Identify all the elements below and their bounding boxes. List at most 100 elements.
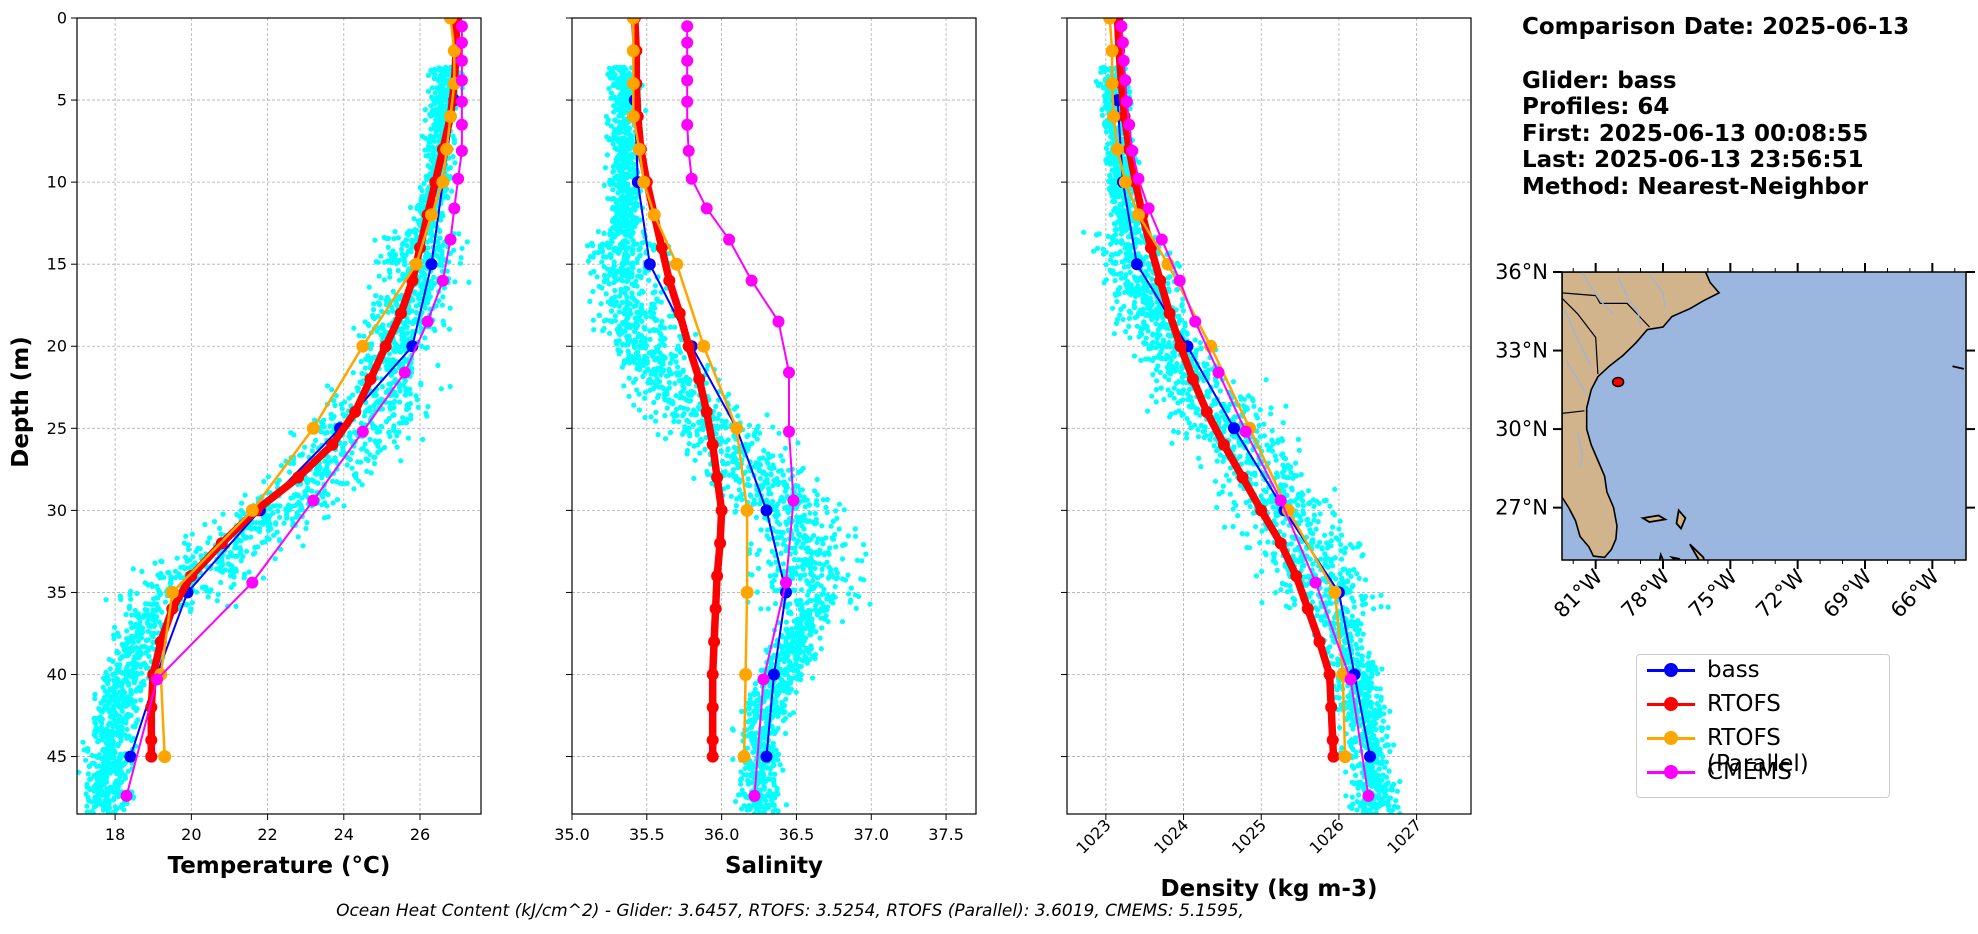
scatter-point (107, 686, 113, 692)
scatter-point (812, 521, 818, 527)
scatter-point (757, 475, 763, 482)
scatter-point (846, 591, 852, 597)
scatter-point (402, 262, 408, 268)
scatter-point (436, 244, 442, 250)
scatter-point (622, 328, 628, 334)
scatter-point (106, 722, 112, 728)
scatter-point (458, 255, 464, 261)
scatter-point (140, 614, 146, 620)
scatter-point (601, 272, 608, 278)
scatter-point (373, 259, 379, 265)
scatter-point (270, 510, 276, 516)
scatter-point (91, 804, 97, 810)
scatter-point (131, 704, 137, 710)
scatter-point (630, 230, 636, 236)
scatter-point (658, 337, 664, 343)
scatter-point (664, 405, 670, 411)
scatter-point (199, 584, 205, 590)
scatter-point (642, 310, 648, 316)
scatter-point (378, 295, 384, 301)
scatter-point (410, 320, 416, 326)
scatter-point (117, 760, 123, 767)
scatter-point (408, 416, 414, 422)
scatter-point (459, 245, 465, 251)
scatter-point (87, 776, 93, 783)
scatter-point (651, 247, 657, 253)
scatter-point (274, 529, 280, 535)
scatter-point (819, 523, 825, 529)
scatter-point (649, 304, 655, 311)
scatter-point (99, 773, 105, 779)
scatter-point (438, 386, 444, 392)
scatter-point (439, 71, 445, 77)
scatter-point (667, 324, 674, 330)
scatter-point (110, 715, 116, 721)
scatter-point (678, 390, 684, 396)
rtofs-parallel-marker (632, 142, 646, 156)
scatter-point (792, 587, 798, 594)
scatter-point (725, 447, 731, 453)
scatter-point (842, 577, 849, 583)
scatter-point (84, 803, 90, 809)
scatter-point (807, 632, 813, 638)
scatter-point (636, 407, 643, 413)
scatter-point (129, 625, 135, 631)
cmems-marker (455, 144, 468, 157)
scatter-point (757, 467, 763, 473)
scatter-point (614, 161, 621, 167)
scatter-point (705, 471, 711, 477)
scatter-point (417, 185, 423, 191)
scatter-point (777, 529, 783, 535)
scatter-point (380, 323, 386, 330)
scatter-point (91, 788, 97, 794)
scatter-point (673, 353, 679, 359)
scatter-point (773, 807, 779, 813)
y-tick-label: 35 (47, 583, 67, 602)
scatter-point (816, 561, 823, 567)
scatter-point (783, 626, 789, 633)
scatter-point (721, 423, 727, 429)
scatter-point (639, 240, 645, 246)
scatter-point (655, 395, 661, 401)
scatter-point (759, 730, 765, 736)
scatter-point (395, 259, 401, 265)
scatter-point (102, 798, 108, 804)
scatter-point (119, 708, 125, 714)
scatter-point (802, 556, 808, 563)
scatter-point (774, 692, 781, 699)
scatter-point (736, 487, 743, 493)
scatter-point (151, 623, 157, 629)
scatter-point (115, 777, 121, 783)
scatter-point (387, 269, 393, 275)
scatter-point (802, 572, 808, 578)
scatter-point (772, 601, 779, 607)
scatter-point (782, 715, 789, 722)
scatter-point (827, 545, 833, 551)
scatter-point (629, 250, 636, 257)
scatter-point (346, 395, 352, 401)
scatter-point (802, 533, 808, 539)
rtofs-parallel-marker (158, 750, 172, 764)
rtofs-marker (673, 307, 686, 320)
scatter-point (742, 765, 748, 772)
scatter-point (785, 645, 792, 651)
scatter-point (799, 487, 806, 493)
scatter-point (815, 552, 821, 558)
scatter-point (89, 752, 95, 759)
scatter-point (390, 308, 396, 314)
scatter-point (585, 258, 592, 264)
scatter-point (606, 245, 612, 251)
scatter-point (749, 724, 755, 730)
scatter-point (428, 165, 434, 171)
scatter-point (143, 637, 149, 643)
scatter-point (807, 518, 813, 524)
scatter-point (252, 525, 258, 531)
scatter-point (264, 515, 270, 521)
scatter-point (364, 407, 370, 413)
scatter-point (774, 534, 781, 541)
scatter-point (772, 709, 778, 715)
scatter-point (684, 447, 691, 454)
scatter-point (425, 88, 432, 94)
scatter-point (670, 401, 676, 407)
rtofs-parallel-marker (425, 208, 438, 222)
